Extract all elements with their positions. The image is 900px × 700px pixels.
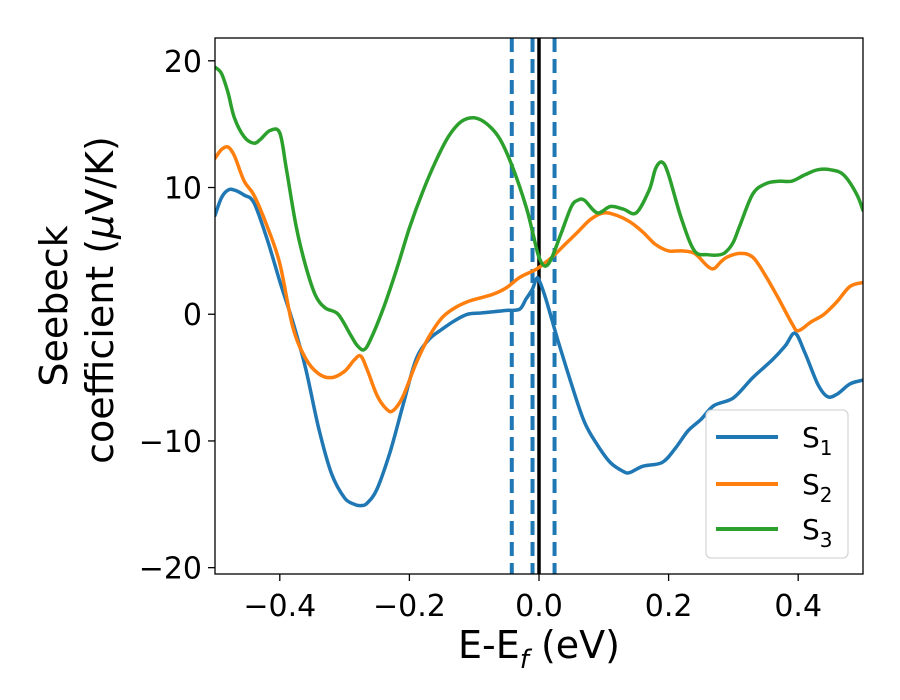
y-axis-title-line2: coefficient (μV/K) xyxy=(78,136,122,464)
x-tick-label: −0.2 xyxy=(373,589,446,624)
y-axis-title: Seebeck coefficient (μV/K) xyxy=(32,136,122,464)
y-tick-label: −20 xyxy=(139,552,202,587)
x-tick-label: 0.4 xyxy=(774,589,822,624)
x-axis: −0.4 −0.2 0.0 0.2 0.4 xyxy=(243,574,822,624)
y-axis-title-line1: Seebeck xyxy=(32,225,76,386)
x-tick-label: 0.0 xyxy=(515,589,563,624)
x-tick-label: −0.4 xyxy=(243,589,316,624)
y-tick-label: 20 xyxy=(164,45,202,80)
legend-label-s2: S2 xyxy=(802,468,833,507)
series-line-s2 xyxy=(215,144,863,414)
reference-lines xyxy=(509,38,557,574)
y-tick-label: −10 xyxy=(139,425,202,460)
legend-label-s1: S1 xyxy=(802,421,833,460)
legend: S1 S2 S3 xyxy=(705,409,849,559)
y-tick-label: 10 xyxy=(164,172,202,207)
series-line-s1 xyxy=(215,187,863,508)
y-axis: −20 −10 0 10 20 xyxy=(139,45,215,587)
series-lines xyxy=(215,65,863,508)
x-tick-label: 0.2 xyxy=(645,589,693,624)
series-line-s3 xyxy=(215,65,863,352)
y-tick-label: 0 xyxy=(183,298,202,333)
legend-label-s3: S3 xyxy=(802,513,833,552)
x-axis-title: E-Ef (eV) xyxy=(458,623,620,675)
